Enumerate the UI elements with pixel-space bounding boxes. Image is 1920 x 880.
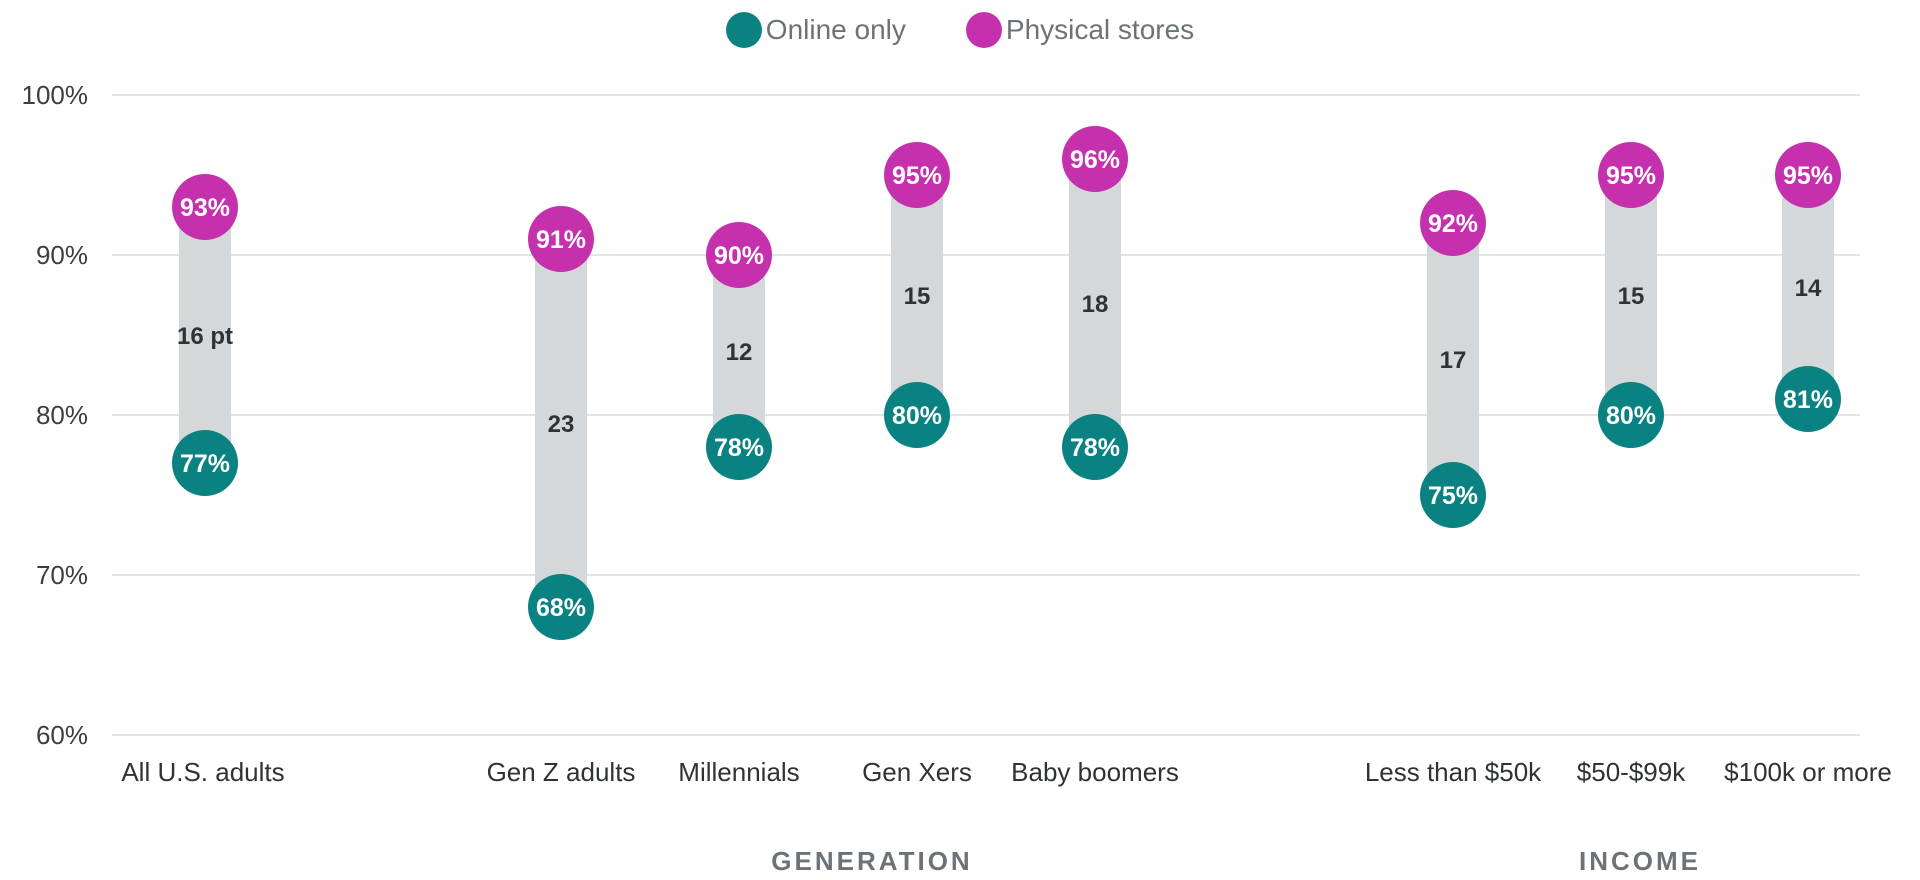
gap-bar: [1605, 175, 1657, 415]
group-label: GENERATION: [771, 846, 972, 876]
legend-label-physical: Physical stores: [1005, 14, 1195, 45]
legend-item-physical: Physical stores: [965, 12, 1195, 48]
category-label: Gen Xers: [862, 757, 972, 787]
online-value-label: 81%: [1783, 386, 1833, 414]
physical-value-label: 96%: [1070, 146, 1120, 174]
y-tick-label: 70%: [36, 560, 88, 590]
y-tick-label: 90%: [36, 240, 88, 270]
gap-label: 16 pt: [177, 323, 233, 350]
gap-bar: [1427, 223, 1479, 495]
online-marker: [172, 430, 238, 496]
physical-value-label: 95%: [1606, 162, 1656, 190]
online-value-label: 80%: [1606, 402, 1656, 430]
online-marker: [706, 414, 772, 480]
gap-label: 12: [726, 339, 753, 366]
online-value-label: 68%: [536, 594, 586, 622]
y-tick-label: 60%: [36, 720, 88, 750]
legend-swatch-physical: [965, 12, 1002, 48]
physical-marker: [706, 222, 772, 288]
category-label: All U.S. adults: [121, 757, 284, 787]
gap-label: 15: [904, 283, 931, 310]
physical-marker: [1062, 126, 1128, 192]
gap-label: 17: [1440, 347, 1467, 374]
y-tick-label: 80%: [36, 400, 88, 430]
online-marker: [884, 382, 950, 448]
category-label: Gen Z adults: [487, 757, 636, 787]
gap-bar: [1782, 175, 1834, 399]
gap-label: 14: [1795, 275, 1822, 302]
category-label: Less than $50k: [1365, 757, 1542, 787]
category-label: Millennials: [678, 757, 799, 787]
physical-value-label: 95%: [892, 162, 942, 190]
category-label: Baby boomers: [1011, 757, 1179, 787]
online-marker: [1420, 462, 1486, 528]
gap-bar: [179, 207, 231, 463]
online-marker: [528, 574, 594, 640]
gap-label: 18: [1082, 291, 1109, 318]
physical-value-label: 93%: [180, 194, 230, 222]
physical-value-label: 92%: [1428, 210, 1478, 238]
physical-marker: [1775, 142, 1841, 208]
online-value-label: 75%: [1428, 482, 1478, 510]
online-marker: [1062, 414, 1128, 480]
online-marker: [1775, 366, 1841, 432]
legend-label-online: Online only: [765, 14, 906, 45]
gap-bar: [891, 175, 943, 415]
physical-marker: [1420, 190, 1486, 256]
online-value-label: 77%: [180, 450, 230, 478]
category-label: $50-$99k: [1577, 757, 1686, 787]
y-tick-label: 100%: [22, 80, 89, 110]
category-label: $100k or more: [1724, 757, 1892, 787]
physical-marker: [172, 174, 238, 240]
online-value-label: 80%: [892, 402, 942, 430]
physical-marker: [884, 142, 950, 208]
physical-value-label: 95%: [1783, 162, 1833, 190]
gap-bar: [535, 239, 587, 607]
online-marker: [1598, 382, 1664, 448]
legend-swatch-online: [725, 12, 762, 48]
gap-bar: [1069, 159, 1121, 447]
online-value-label: 78%: [1070, 434, 1120, 462]
gap-label: 15: [1618, 283, 1645, 310]
physical-marker: [528, 206, 594, 272]
physical-value-label: 90%: [714, 242, 764, 270]
legend-item-online: Online only: [725, 12, 906, 48]
physical-value-label: 91%: [536, 226, 586, 254]
online-value-label: 78%: [714, 434, 764, 462]
group-label: INCOME: [1579, 846, 1701, 876]
gap-label: 23: [548, 411, 575, 438]
chart-legend: Online only Physical stores: [0, 12, 1920, 48]
physical-marker: [1598, 142, 1664, 208]
